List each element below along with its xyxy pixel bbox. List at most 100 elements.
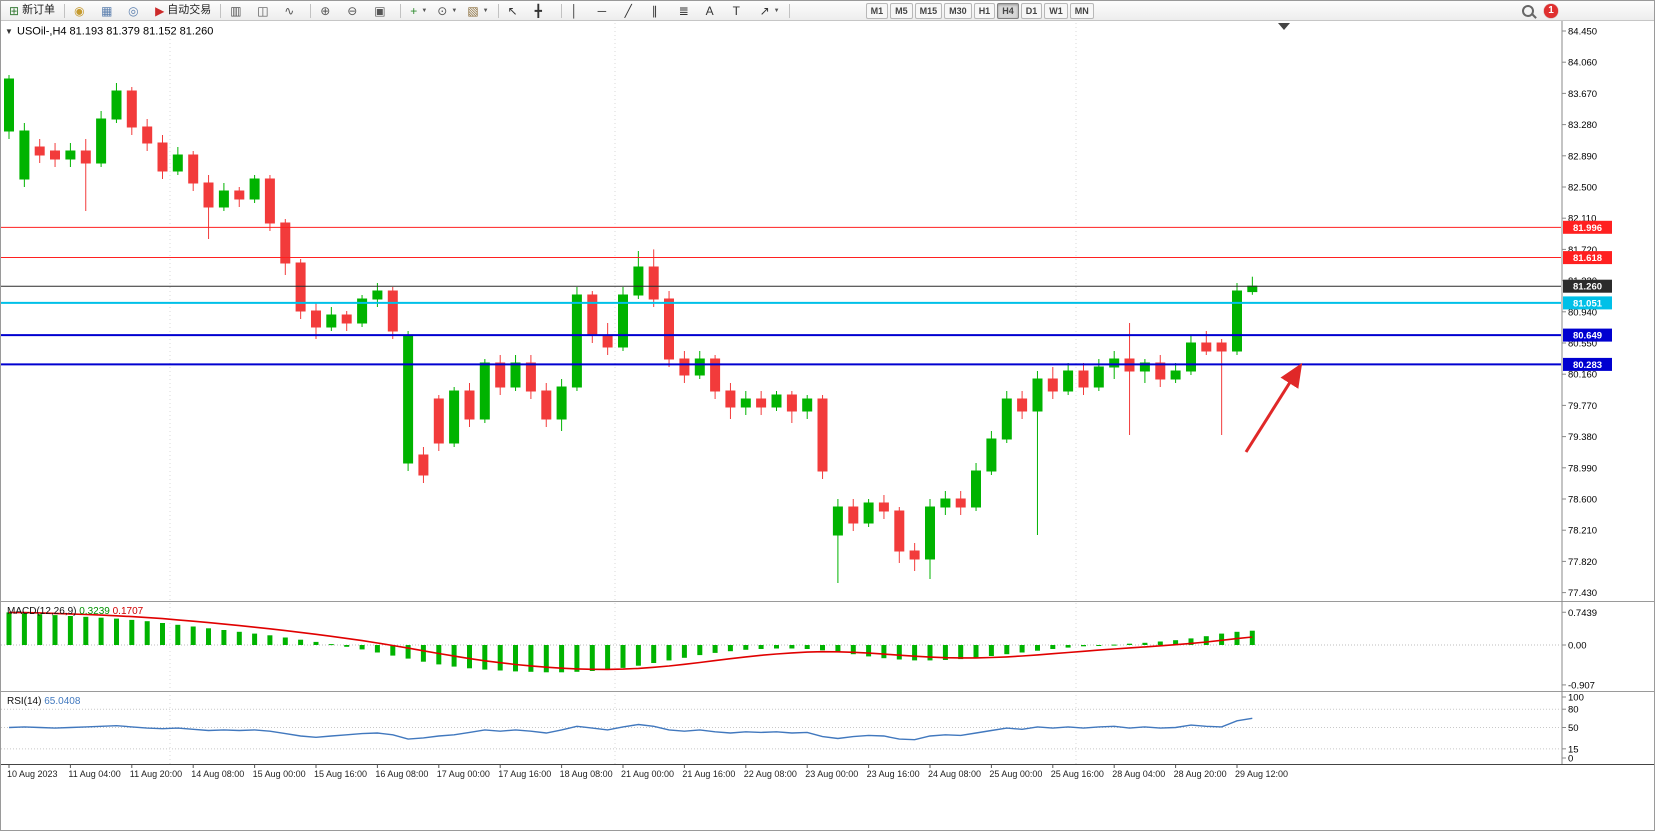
crosshair-icon-glyph: ╋ (534, 3, 542, 18)
new-order-button[interactable]: ⊞ 新订单 (5, 1, 59, 20)
svg-text:11 Aug 20:00: 11 Aug 20:00 (130, 769, 182, 779)
svg-text:84.060: 84.060 (1568, 58, 1597, 69)
arrows-icon[interactable]: ↗ ▼ (756, 1, 784, 20)
chart-canvas[interactable]: 84.450 84.060 83.670 83.280 82.890 82.500 82.1… (1, 21, 1655, 831)
svg-text:0.00: 0.00 (1568, 641, 1587, 652)
timeframe-m15-button[interactable]: M15 (914, 2, 943, 19)
rsi-panel (1, 708, 1561, 750)
bar-chart-icon[interactable]: ▥ (226, 1, 251, 20)
dropdown-caret-icon: ▼ (773, 7, 780, 14)
periods-icon[interactable]: ⊙ ▼ (433, 1, 461, 20)
price-axis[interactable]: 84.450 84.060 83.670 83.280 82.890 82.500 82.1… (1561, 21, 1597, 764)
line-chart-icon[interactable]: ∿ (280, 1, 305, 20)
svg-text:80.283: 80.283 (1573, 360, 1602, 371)
timeframe-h4-button[interactable]: H4 (997, 2, 1019, 19)
svg-text:80.649: 80.649 (1573, 331, 1602, 342)
svg-text:81.051: 81.051 (1573, 298, 1603, 309)
dropdown-caret-icon: ▼ (451, 7, 458, 14)
autotrading-button[interactable]: ▶ 自动交易 (151, 1, 215, 20)
autotrading-button-label: 自动交易 (167, 4, 212, 16)
svg-text:15 Aug 16:00: 15 Aug 16:00 (314, 769, 367, 779)
dropdown-caret-icon: ▼ (482, 7, 489, 14)
tile-windows-icon[interactable]: ▣ (370, 1, 395, 20)
templates-icon-glyph: ▧ (467, 3, 479, 18)
svg-text:28 Aug 20:00: 28 Aug 20:00 (1174, 769, 1227, 779)
svg-text:15 Aug 00:00: 15 Aug 00:00 (253, 769, 306, 779)
svg-text:80.550: 80.550 (1568, 339, 1597, 350)
bar-chart-icon-glyph: ▥ (230, 3, 242, 18)
svg-text:-0.907: -0.907 (1568, 680, 1595, 691)
new-order-glyph: ⊞ (9, 3, 20, 18)
zoom-out-icon[interactable]: ⊖ (343, 1, 368, 20)
chart-background (1, 21, 1654, 830)
timeframe-mn-button[interactable]: MN (1069, 2, 1094, 19)
svg-text:82.890: 82.890 (1568, 151, 1597, 162)
templates-icon[interactable]: ▧ ▼ (463, 1, 492, 20)
svg-text:50: 50 (1568, 723, 1579, 734)
channel-icon-glyph: ∥ (651, 3, 658, 18)
timeframe-m30-button[interactable]: M30 (944, 2, 972, 19)
svg-text:MACD(12,26,9) 0.3239 0.1707: MACD(12,26,9) 0.3239 0.1707 (7, 606, 144, 617)
toolbar-separator (64, 3, 66, 18)
cursor-icon-glyph: ↖ (507, 3, 518, 18)
toolbar-separator (310, 3, 312, 18)
zoom-in-icon[interactable]: ⊕ (316, 1, 341, 20)
candle-chart-icon[interactable]: ◫ (253, 1, 278, 20)
timeframe-d1-button[interactable]: D1 (1020, 2, 1043, 19)
svg-text:16 Aug 08:00: 16 Aug 08:00 (375, 769, 428, 779)
toolbar-separator (560, 3, 562, 18)
trade-hand-icon[interactable]: ◉ (70, 1, 95, 20)
trade-hand-icon-glyph: ◉ (74, 3, 85, 18)
vline-icon[interactable]: │ (567, 1, 592, 20)
candlestick-series (4, 75, 1258, 583)
text-icon[interactable]: A (702, 1, 727, 20)
svg-text:78.210: 78.210 (1568, 526, 1597, 537)
time-axis[interactable]: 10 Aug 2023 11 Aug 04:00 11 Aug 20:00 14 Au… (7, 764, 1288, 780)
svg-text:82.110: 82.110 (1568, 214, 1596, 225)
toolbar-separator (788, 3, 790, 18)
hline-icon[interactable]: ─ (594, 1, 619, 20)
search-icon[interactable] (1522, 4, 1534, 17)
crosshair-icon[interactable]: ╋ (531, 1, 556, 20)
zoom-in-icon-glyph: ⊕ (320, 3, 331, 18)
svg-text:81.720: 81.720 (1568, 245, 1597, 256)
timeframe-m5-button[interactable]: M5 (890, 2, 913, 19)
cursor-icon[interactable]: ↖ (504, 1, 529, 20)
svg-text:80.940: 80.940 (1568, 307, 1597, 318)
channel-icon[interactable]: ∥ (648, 1, 673, 20)
timeframe-buttons: M1 M5 M15 M30 H1 H4 D1 W1 MN (865, 2, 1095, 19)
line-chart-icon-glyph: ∿ (284, 3, 295, 18)
toolbar-separator (220, 3, 222, 18)
timeframe-m1-button[interactable]: M1 (865, 2, 889, 19)
notification-badge[interactable]: 1 (1544, 3, 1558, 18)
svg-text:23 Aug 16:00: 23 Aug 16:00 (867, 769, 920, 779)
candle-chart-icon-glyph: ◫ (257, 3, 269, 18)
data-window-icon[interactable]: ◎ (124, 1, 149, 20)
one-click-trading-toggle[interactable]: ▼ (5, 27, 13, 36)
svg-text:15: 15 (1568, 744, 1579, 755)
svg-text:80.160: 80.160 (1568, 370, 1597, 381)
annotation-arrow[interactable] (1244, 362, 1303, 453)
toolbar-buttons: ⊞ 新订单 ◉ ▦ ◎ ▶ 自动交易 ▥ ◫ ∿ ⊕ ⊖ ▣ + ▼ ⊙ ▼ ▧ ▼ ↖ ╋ │ ─ ╱ ∥ ≣ A T ↗ ▼ (5, 1, 859, 20)
arrows-icon-glyph: ↗ (759, 3, 770, 18)
fibonacci-icon-glyph: ≣ (678, 3, 689, 18)
fibonacci-icon[interactable]: ≣ (675, 1, 700, 20)
svg-text:RSI(14) 65.0408: RSI(14) 65.0408 (7, 696, 81, 707)
charts-grid-icon[interactable]: ▦ (97, 1, 122, 20)
indicators-icon[interactable]: + ▼ (406, 1, 431, 20)
svg-text:77.820: 77.820 (1568, 557, 1597, 568)
timeframe-h1-button[interactable]: H1 (973, 2, 996, 19)
trendline-icon[interactable]: ╱ (621, 1, 646, 20)
svg-text:78.600: 78.600 (1568, 495, 1597, 506)
label-icon[interactable]: T (729, 1, 754, 20)
timeframe-w1-button[interactable]: W1 (1044, 2, 1068, 19)
svg-text:▼: ▼ (5, 27, 13, 36)
toolbar-separator (400, 3, 402, 18)
svg-text:81.260: 81.260 (1573, 282, 1602, 293)
svg-text:29 Aug 12:00: 29 Aug 12:00 (1235, 769, 1288, 779)
chart-shift-marker[interactable] (1278, 23, 1290, 30)
svg-text:17 Aug 16:00: 17 Aug 16:00 (498, 769, 551, 779)
charts-grid-icon-glyph: ▦ (101, 3, 113, 18)
macd-labels: MACD(12,26,9) 0.3239 0.1707 0.7439 0.00 -0.… (7, 606, 1597, 691)
